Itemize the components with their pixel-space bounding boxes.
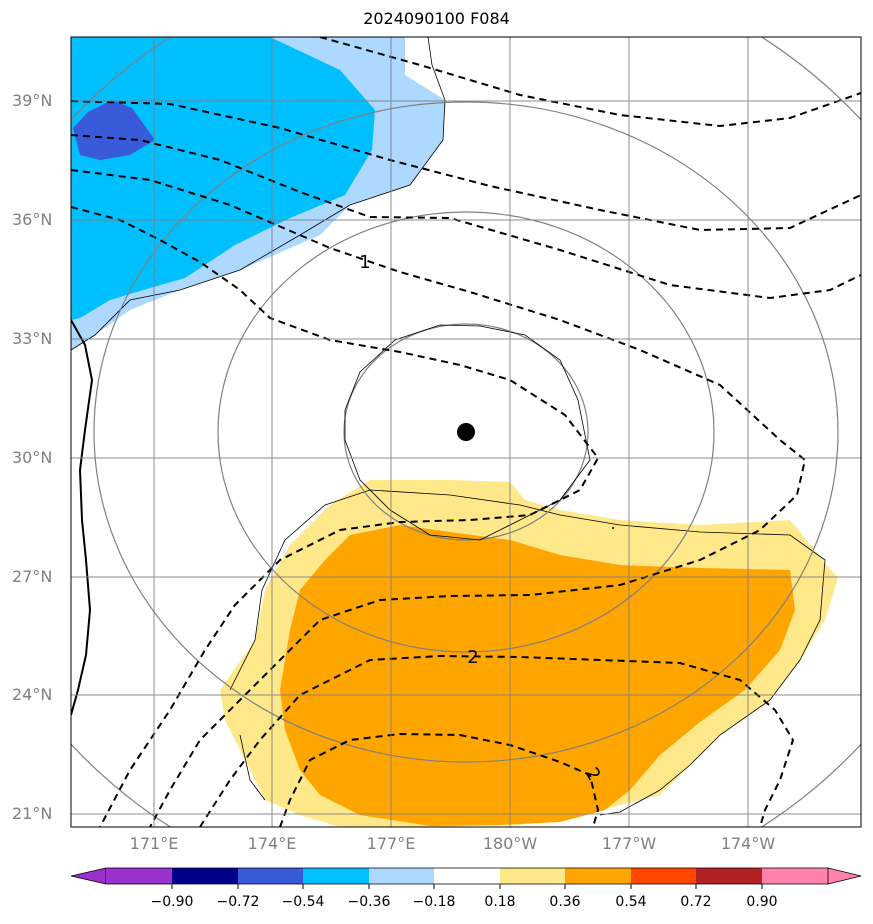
lat-label: 30°N (12, 448, 53, 467)
lat-label: 33°N (12, 329, 53, 348)
lon-label: 177°E (366, 834, 416, 853)
colorbar-swatch (434, 868, 500, 884)
lon-label: 174°E (247, 834, 297, 853)
dashed-contours (71, 37, 861, 827)
map-frame (70, 36, 862, 828)
graticule (71, 37, 861, 827)
lon-label: 180°W (482, 834, 538, 853)
colorbar (70, 867, 862, 889)
lon-label: 177°W (601, 834, 657, 853)
lat-label: 27°N (12, 567, 53, 586)
colorbar-tick-label: −0.18 (412, 894, 456, 910)
orange-region (280, 525, 795, 826)
lat-label: 24°N (12, 685, 53, 704)
colorbar-swatch (172, 868, 238, 884)
colorbar-swatch (762, 868, 828, 884)
colorbar-swatch (696, 868, 762, 884)
black-inner-contour (344, 324, 591, 541)
small-dot (612, 527, 614, 529)
colorbar-tick-label: 0.54 (615, 894, 647, 910)
colorbar-tick-label: −0.72 (216, 894, 260, 910)
colorbar-swatch (500, 868, 565, 884)
colorbar-extend-low (70, 867, 107, 885)
contour-label: 1 (359, 252, 370, 273)
map-title: 2024090100 F084 (363, 9, 510, 28)
colorbar-swatch (369, 868, 434, 884)
colorbar-tick-label: −0.54 (281, 894, 325, 910)
colorbar-swatch (106, 868, 172, 884)
colorbar-tick-label: 0.72 (680, 894, 712, 910)
colorbar-tick-label: −0.90 (150, 894, 194, 910)
colorbar-swatch (565, 868, 631, 884)
colorbar-tick-label: −0.36 (347, 894, 391, 910)
blue-medium-region (71, 37, 375, 320)
lon-label: 174°W (720, 834, 776, 853)
contour-label: 2 (467, 647, 478, 668)
thick-coastline (71, 319, 94, 716)
lat-label: 39°N (12, 91, 53, 110)
storm-center-marker (457, 423, 475, 441)
colorbar-extend-high (827, 867, 862, 885)
blue-dark-region (73, 100, 155, 160)
colorbar-swatch (303, 868, 369, 884)
colorbar-tick-label: 0.18 (484, 894, 516, 910)
lat-label: 36°N (12, 210, 53, 229)
colorbar-tick-label: 0.90 (746, 894, 778, 910)
colorbar-swatch (631, 868, 696, 884)
colorbar-tick-label: 0.36 (549, 894, 581, 910)
lat-label: 21°N (12, 804, 53, 823)
lon-label: 171°E (129, 834, 179, 853)
colorbar-swatch (238, 868, 303, 884)
